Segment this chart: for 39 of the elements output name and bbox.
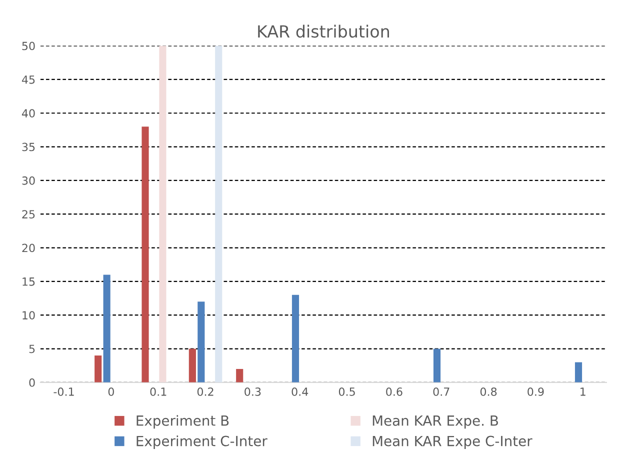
x-tick-label: 0.5 bbox=[338, 387, 355, 396]
x-tick-label: 0 bbox=[108, 387, 114, 396]
x-tick-label: -0.1 bbox=[54, 387, 74, 396]
y-tick-label: 0 bbox=[29, 378, 35, 387]
x-tick-label: 0.6 bbox=[386, 387, 402, 396]
y-tick-label: 25 bbox=[22, 210, 35, 218]
bar bbox=[433, 348, 441, 382]
chart-title: KAR distribution bbox=[258, 24, 389, 38]
bar bbox=[215, 46, 222, 382]
y-tick-label: 15 bbox=[22, 278, 35, 286]
x-tick-label: 1 bbox=[580, 388, 586, 396]
y-tick-label: 45 bbox=[22, 76, 35, 84]
x-tick-label: 0.8 bbox=[480, 387, 497, 396]
x-tick-label: 0.9 bbox=[528, 387, 544, 396]
legend-label: Experiment B bbox=[136, 415, 229, 429]
bar bbox=[198, 302, 205, 382]
y-tick-label: 50 bbox=[22, 42, 35, 50]
bar bbox=[159, 46, 166, 382]
y-tick-label: 20 bbox=[22, 244, 35, 252]
bar bbox=[188, 348, 196, 382]
x-tick-label: 0.1 bbox=[150, 387, 166, 396]
legend-label: Experiment C-Inter bbox=[136, 436, 268, 449]
bar bbox=[103, 274, 110, 382]
bar bbox=[236, 368, 244, 382]
bar bbox=[292, 294, 300, 382]
y-tick-label: 10 bbox=[22, 311, 35, 320]
y-tick-label: 5 bbox=[29, 344, 35, 354]
bar bbox=[574, 362, 582, 382]
y-tick-label: 30 bbox=[22, 176, 35, 185]
y-tick-label: 35 bbox=[22, 142, 35, 152]
legend-label: Mean KAR Expe. B bbox=[372, 416, 498, 429]
x-tick-label: 0.3 bbox=[244, 387, 261, 396]
x-tick-label: 0.2 bbox=[197, 387, 214, 396]
x-tick-label: 0.7 bbox=[433, 387, 450, 396]
bar bbox=[142, 126, 149, 382]
y-tick-label: 40 bbox=[22, 109, 35, 118]
x-tick-label: 0.4 bbox=[292, 387, 308, 396]
legend-label: Mean KAR Expe C-Inter bbox=[372, 436, 532, 449]
bar bbox=[94, 356, 102, 382]
